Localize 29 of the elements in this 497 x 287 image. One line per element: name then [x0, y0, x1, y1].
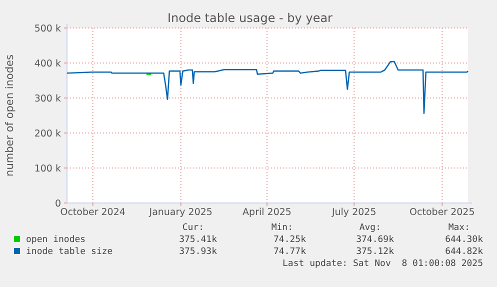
text: 74.77k — [273, 247, 307, 257]
y-tick-label: 100 k — [34, 163, 62, 174]
line-series — [66, 60, 469, 114]
y-tick-label: 400 k — [34, 58, 62, 70]
text: 644.30k — [445, 235, 484, 245]
text: 644.82k — [445, 247, 484, 257]
x-tick-label: July 2025 — [330, 207, 376, 218]
text: Cur: — [182, 223, 204, 233]
y-tick-label: 300 k — [34, 93, 62, 104]
legend-label: inode table size — [26, 247, 113, 257]
text: 375.12k — [356, 247, 395, 257]
chart-title: Inode table usage - by year — [168, 11, 333, 25]
x-tick-label: October 2025 — [410, 207, 475, 218]
text: Avg: — [359, 223, 381, 233]
x-tick-label: October 2024 — [60, 207, 126, 218]
text: Max: — [448, 223, 470, 233]
y-axis-title: number of open inodes — [4, 54, 16, 176]
text: 374.69k — [356, 235, 395, 245]
y-tick-label: 0 — [54, 198, 61, 210]
text: Last update: Sat Nov 8 01:00:08 2025 — [282, 259, 483, 269]
x-tick-label: January 2025 — [148, 207, 212, 218]
text: 74.25k — [273, 235, 307, 245]
text: Min: — [271, 223, 293, 233]
x-tick-label: April 2025 — [242, 207, 292, 218]
y-tick-label: 200 k — [34, 128, 62, 140]
legend-label: open inodes — [26, 235, 86, 245]
y-tick-label: 500 k — [34, 23, 62, 34]
text: 375.93k — [179, 247, 218, 257]
text: 375.41k — [179, 235, 218, 245]
